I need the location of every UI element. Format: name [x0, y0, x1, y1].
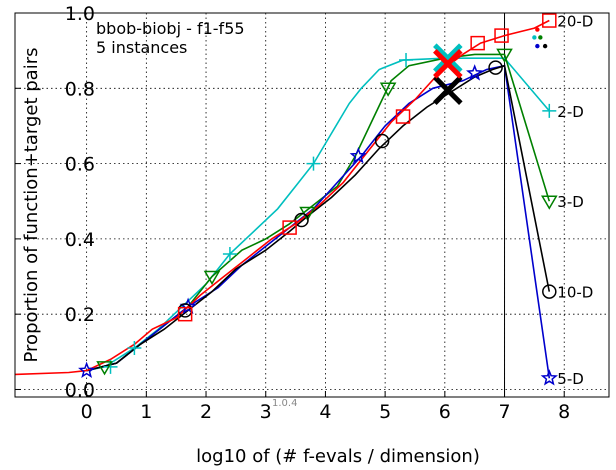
x-tick-label: 8 — [558, 401, 570, 423]
marker-group: 2-D 3-D 5-D 10-D 20-D — [78, 13, 593, 388]
series-end-label-5-d: 5-D — [557, 370, 584, 388]
marker-10-d — [374, 133, 390, 149]
x-axis-label: log10 of (# f-evals / dimension) — [196, 446, 480, 467]
big-x-marker-10-d — [433, 75, 463, 105]
x-tick-label: 5 — [379, 401, 391, 423]
x-tick-label: 2 — [200, 401, 212, 423]
marker-3-d — [496, 48, 513, 63]
y-axis-label: Proportion of function+target pairs — [21, 48, 42, 363]
x-tick-label: 7 — [498, 401, 510, 423]
y-tick-label: 0.4 — [65, 229, 95, 251]
y-tick-label: 0.2 — [65, 304, 95, 326]
marker-2-d — [306, 156, 321, 171]
y-tick-label: 0.8 — [65, 78, 95, 100]
marker-2-d — [399, 53, 414, 68]
marker-dot — [532, 35, 537, 40]
marker-5-d — [78, 361, 96, 379]
marker-10-d — [294, 212, 309, 228]
marker-dot — [538, 35, 543, 40]
x-tick-label: 0 — [81, 401, 93, 423]
marker-10-d — [542, 284, 557, 299]
marker-10-d — [488, 60, 503, 75]
tick-group: 0 1 2 3 4 5 6 7 8 0.0 0.2 0.4 0.6 0.8 1.0 — [15, 3, 570, 423]
marker-dot — [535, 43, 540, 49]
plot-frame — [14, 12, 610, 398]
series-end-label-20-d: 20-D — [557, 13, 593, 31]
marker-20-d — [542, 13, 557, 28]
dot-group — [532, 27, 548, 49]
y-tick-label: 1.0 — [65, 3, 95, 25]
y-tick-label: 0.0 — [65, 379, 95, 401]
chart-title-line-2: 5 instances — [96, 38, 187, 57]
marker-3-d — [203, 270, 221, 286]
marker-5-d — [540, 369, 558, 386]
marker-3-d — [96, 361, 113, 376]
marker-20-d — [470, 35, 485, 51]
marker-dot — [542, 43, 548, 49]
x-tick-label: 6 — [439, 401, 451, 423]
marker-3-d — [379, 82, 397, 97]
y-tick-label: 0.6 — [65, 154, 95, 176]
chart-title-line-1: bbob-biobj - f1-f55 — [96, 19, 245, 38]
series-end-label-3-d: 3-D — [557, 193, 584, 211]
marker-20-d — [494, 28, 509, 43]
marker-2-d — [222, 246, 237, 261]
big-x-marker-20-d — [433, 49, 463, 79]
x-tick-label: 4 — [319, 401, 331, 423]
big-x-marker-2-d — [433, 43, 463, 73]
marker-2-d — [542, 103, 557, 118]
series-end-label-10-d: 10-D — [557, 284, 593, 302]
version-label: 1.0.4 — [272, 398, 297, 409]
x-tick-label: 3 — [260, 401, 272, 423]
x-tick-label: 1 — [140, 401, 152, 423]
series-end-label-2-d: 2-D — [557, 103, 584, 121]
marker-20-d — [177, 306, 193, 322]
series-line-2-d — [86, 57, 550, 372]
marker-2-d — [127, 341, 142, 356]
marker-5-d — [349, 147, 367, 164]
marker-3-d — [540, 195, 558, 210]
marker-20-d — [282, 220, 297, 235]
marker-5-d — [466, 64, 484, 81]
marker-dot — [535, 27, 540, 32]
marker-20-d — [395, 109, 411, 124]
